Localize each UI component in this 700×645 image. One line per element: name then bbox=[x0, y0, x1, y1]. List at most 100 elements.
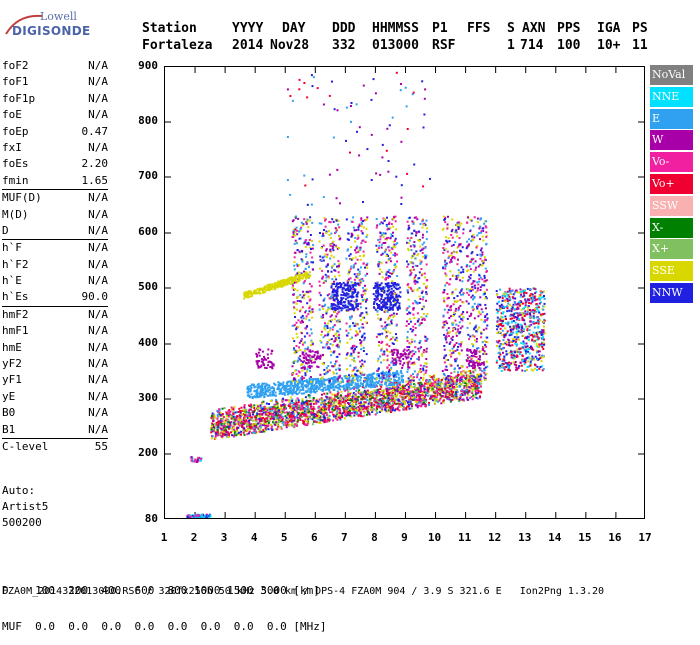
echo-point bbox=[378, 406, 380, 408]
echo-point bbox=[325, 372, 327, 374]
echo-point bbox=[515, 367, 517, 369]
echo-point bbox=[289, 385, 291, 387]
echo-point bbox=[541, 334, 543, 336]
echo-point bbox=[265, 389, 267, 391]
echo-point bbox=[297, 249, 299, 251]
echo-point bbox=[306, 402, 308, 404]
echo-point bbox=[366, 353, 368, 355]
echo-point bbox=[232, 418, 234, 420]
echo-point bbox=[520, 351, 522, 353]
echo-point bbox=[235, 434, 237, 436]
echo-point bbox=[317, 411, 319, 413]
echo-point bbox=[500, 308, 502, 310]
echo-point bbox=[539, 350, 541, 352]
echo-point bbox=[230, 424, 232, 426]
echo-point bbox=[339, 263, 341, 265]
echo-point bbox=[528, 302, 530, 304]
echo-point bbox=[320, 422, 322, 424]
echo-point bbox=[330, 316, 332, 318]
echo-point bbox=[396, 394, 398, 396]
echo-point bbox=[429, 383, 431, 385]
echo-point bbox=[436, 388, 438, 390]
echo-point bbox=[345, 408, 347, 410]
echo-point bbox=[348, 397, 350, 399]
echo-point bbox=[230, 421, 232, 423]
echo-point bbox=[294, 288, 296, 290]
echo-point bbox=[342, 405, 344, 407]
echo-point bbox=[313, 414, 315, 416]
echo-point bbox=[357, 308, 359, 310]
echo-point bbox=[327, 307, 329, 309]
echo-point bbox=[218, 422, 220, 424]
echo-point bbox=[534, 297, 536, 299]
echo-point bbox=[307, 406, 309, 408]
echo-point bbox=[297, 218, 299, 220]
echo-point bbox=[354, 348, 356, 350]
echo-point bbox=[220, 412, 222, 414]
param-name: foEs bbox=[2, 156, 29, 172]
echo-point bbox=[294, 384, 296, 386]
echo-point bbox=[395, 380, 397, 382]
echo-point bbox=[326, 256, 328, 258]
echo-point bbox=[304, 341, 306, 343]
header-label-hhmmss: HHMMSS bbox=[372, 20, 419, 37]
param-value: N/A bbox=[88, 207, 108, 223]
echo-point bbox=[232, 413, 234, 415]
echo-point bbox=[308, 296, 310, 298]
echo-point bbox=[256, 393, 258, 395]
y-tick-label: 500 bbox=[130, 280, 158, 293]
x-tick-label: 10 bbox=[425, 531, 445, 544]
echo-point bbox=[296, 230, 298, 232]
echo-point bbox=[272, 391, 274, 393]
echo-point bbox=[543, 306, 545, 308]
echo-point bbox=[358, 352, 360, 354]
echo-point bbox=[458, 385, 460, 387]
echo-point bbox=[459, 399, 461, 401]
echo-point bbox=[496, 332, 498, 334]
echo-point bbox=[499, 349, 501, 351]
echo-point bbox=[453, 386, 455, 388]
echo-point bbox=[380, 386, 382, 388]
echo-point bbox=[320, 334, 322, 336]
echo-point bbox=[526, 329, 528, 331]
echo-point bbox=[509, 298, 511, 300]
echo-point bbox=[360, 348, 362, 350]
echo-point bbox=[507, 303, 509, 305]
echo-point bbox=[502, 313, 504, 315]
echo-point bbox=[531, 340, 533, 342]
echo-point bbox=[513, 320, 515, 322]
echo-point bbox=[307, 390, 309, 392]
echo-point bbox=[516, 319, 518, 321]
echo-point bbox=[298, 399, 300, 401]
echo-point bbox=[352, 378, 354, 380]
echo-point bbox=[299, 371, 301, 373]
echo-point bbox=[298, 401, 300, 403]
echo-point bbox=[511, 322, 513, 324]
echo-point bbox=[293, 301, 295, 303]
echo-point bbox=[348, 233, 350, 235]
echo-point bbox=[324, 298, 326, 300]
echo-point bbox=[522, 359, 524, 361]
echo-point bbox=[304, 350, 306, 352]
echo-point bbox=[261, 383, 263, 385]
echo-point bbox=[217, 429, 219, 431]
echo-point bbox=[320, 389, 322, 391]
echo-point bbox=[368, 400, 370, 402]
echo-point bbox=[362, 317, 364, 319]
echo-point bbox=[533, 359, 535, 361]
echo-point bbox=[329, 327, 331, 329]
echo-point bbox=[509, 334, 511, 336]
echo-point bbox=[329, 258, 331, 260]
echo-point bbox=[538, 323, 540, 325]
echo-point bbox=[522, 343, 524, 345]
echo-point bbox=[339, 328, 341, 330]
echo-point bbox=[322, 235, 324, 237]
echo-point bbox=[384, 409, 386, 411]
echo-point bbox=[300, 340, 302, 342]
echo-point bbox=[248, 422, 250, 424]
echo-point bbox=[331, 319, 333, 321]
echo-point bbox=[253, 410, 255, 412]
echo-point bbox=[296, 233, 298, 235]
echo-point bbox=[509, 369, 511, 371]
x-tick-label: 2 bbox=[184, 531, 204, 544]
